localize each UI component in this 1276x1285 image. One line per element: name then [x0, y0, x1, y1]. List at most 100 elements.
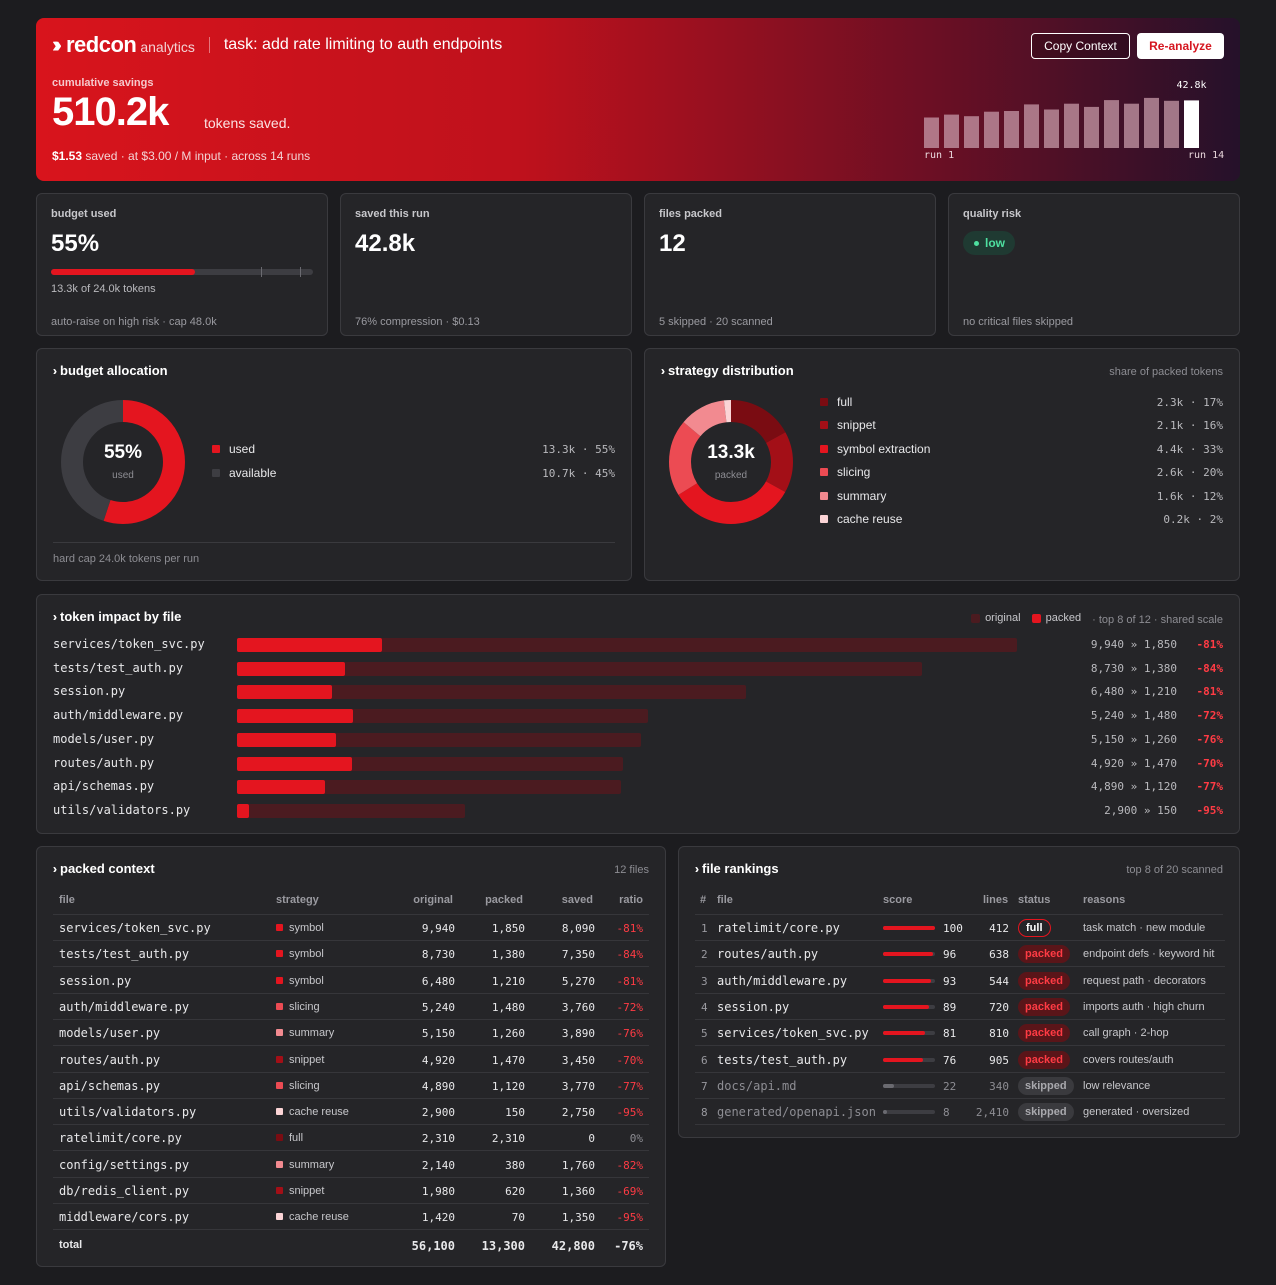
packed-tokens: 1,850	[491, 922, 525, 935]
reasons: task match · new module	[1083, 922, 1206, 934]
table-row[interactable]: 7 docs/api.md 22 340 skipped low relevance	[695, 1073, 1225, 1099]
packed-tokens: 1,210	[491, 974, 525, 988]
file-name[interactable]: db/redis_client.py	[59, 1184, 190, 1198]
column-header[interactable]: packed	[485, 894, 523, 906]
file-name[interactable]: utils/validators.py	[59, 1105, 197, 1120]
stat-foot: 5 skipped · 20 scanned	[659, 316, 773, 328]
column-header[interactable]: status	[1018, 894, 1051, 906]
status-badge: full	[1018, 919, 1051, 937]
impact-packed-bar	[237, 709, 354, 724]
table-row[interactable]: 4 session.py 89 720 packed imports auth · hig…	[695, 994, 1225, 1020]
file-name[interactable]: services/token_svc.py	[717, 1026, 869, 1041]
legend-value: 2.6k · 20%	[1156, 466, 1223, 480]
reanalyze-button[interactable]: Re-analyze	[1137, 33, 1224, 59]
column-header[interactable]: reasons	[1083, 894, 1126, 906]
table-row[interactable]: 8 generated/openapi.json 8 2,410 skipped gene…	[695, 1099, 1225, 1126]
table-row[interactable]: ratelimit/core.py full 2,310 2,310 0 0%	[53, 1125, 649, 1152]
file-name[interactable]: middleware/cors.py	[59, 1210, 190, 1225]
saved-tokens: 1,350	[561, 1211, 595, 1225]
table-row[interactable]: 5 services/token_svc.py 81 810 packed call gr…	[695, 1020, 1225, 1047]
table-row[interactable]: 3 auth/middleware.py 93 544 packed request pa…	[695, 968, 1225, 994]
strategy-donut	[669, 400, 793, 524]
file-name[interactable]: generated/openapi.json	[717, 1105, 876, 1120]
table-row[interactable]: config/settings.py summary 2,140 380 1,760 -8…	[53, 1152, 649, 1178]
table-row[interactable]: session.py symbol 6,480 1,210 5,270 -81%	[53, 968, 649, 994]
saved-tokens: 1,760	[561, 1158, 595, 1172]
column-header[interactable]: score	[883, 894, 913, 906]
table-row[interactable]: routes/auth.py snippet 4,920 1,470 3,450 -70%	[53, 1047, 649, 1073]
file-name[interactable]: services/token_svc.py	[59, 921, 211, 935]
column-header[interactable]: #	[700, 894, 707, 906]
ratio: 0%	[629, 1132, 643, 1146]
legend-item: full	[820, 395, 852, 409]
column-header[interactable]: saved	[561, 894, 593, 906]
impact-packed-bar	[237, 732, 336, 747]
panel-note: share of packed tokens	[1109, 366, 1223, 378]
file-name[interactable]: session.py	[59, 973, 132, 988]
copy-context-button[interactable]: Copy Context	[1031, 33, 1130, 59]
impact-packed-bar	[237, 661, 346, 676]
token-impact-panel: ›››token impact by file original packed …	[36, 594, 1240, 834]
panel-title-text: budget allocation	[60, 363, 168, 378]
table-row[interactable]: middleware/cors.py cache reuse 1,420 70 1,35…	[53, 1204, 649, 1231]
strategy-swatch	[276, 1187, 283, 1194]
file-name[interactable]: docs/api.md	[717, 1078, 797, 1093]
impact-file-name: tests/test_auth.py	[53, 660, 184, 675]
packed-tokens: 1,470	[491, 1053, 525, 1067]
score-fill	[883, 1057, 923, 1062]
table-row[interactable]: 2 routes/auth.py 96 638 packed endpoint defs …	[695, 941, 1225, 968]
column-header[interactable]: strategy	[276, 894, 319, 906]
cumulative-value: 510.2k	[52, 90, 169, 134]
brand-logo-icon: ›››	[52, 32, 62, 57]
ratio: -72%	[616, 1000, 644, 1014]
ratio: -95%	[616, 1211, 644, 1225]
file-name[interactable]: routes/auth.py	[59, 1052, 161, 1067]
table-row[interactable]: auth/middleware.py slicing 5,240 1,480 3,760…	[53, 994, 649, 1020]
file-name[interactable]: ratelimit/core.py	[717, 921, 840, 935]
file-name[interactable]: tests/test_auth.py	[717, 1052, 848, 1067]
score-fill	[883, 926, 935, 930]
status-badge: packed	[1018, 1024, 1070, 1043]
legend-item: available	[212, 466, 276, 480]
saved-tokens: 3,760	[561, 1000, 595, 1014]
panel-note: top 8 of 20 scanned	[1126, 864, 1223, 876]
file-name[interactable]: api/schemas.py	[59, 1078, 161, 1093]
table-row[interactable]: 1 ratelimit/core.py 100 412 full task match ·…	[695, 915, 1225, 941]
original-tokens: 2,140	[421, 1158, 455, 1172]
runs-sparkline: 42.8k	[924, 80, 1207, 148]
saved-this-run-card: saved this run 42.8k 76% compression · $…	[340, 193, 632, 336]
file-name[interactable]: tests/test_auth.py	[59, 947, 190, 962]
table-row[interactable]: 6 tests/test_auth.py 76 905 packed covers rou…	[695, 1047, 1225, 1073]
table-row[interactable]: api/schemas.py slicing 4,890 1,120 3,770 -77%	[53, 1073, 649, 1099]
file-name[interactable]: routes/auth.py	[717, 947, 819, 962]
file-name[interactable]: ratelimit/core.py	[59, 1131, 182, 1146]
strategy-label: cache reuse	[289, 1106, 349, 1119]
table-row[interactable]: utils/validators.py cache reuse 2,900 150 2,…	[53, 1099, 649, 1126]
file-name[interactable]: models/user.py	[59, 1026, 161, 1041]
table-row[interactable]: db/redis_client.py snippet 1,980 620 1,360 -6…	[53, 1178, 649, 1204]
donut-center-sub: packed	[714, 470, 748, 481]
lines: 638	[989, 948, 1009, 962]
cumulative-unit: tokens saved.	[204, 115, 291, 131]
score-fill	[883, 1031, 926, 1036]
score-bar	[883, 926, 935, 930]
table-row[interactable]: services/token_svc.py symbol 9,940 1,850 8,0…	[53, 915, 649, 941]
table-row[interactable]: tests/test_auth.py symbol 8,730 1,380 7,350 -…	[53, 941, 649, 968]
file-name[interactable]: auth/middleware.py	[717, 973, 848, 988]
run-bar	[1104, 100, 1119, 148]
strategy-label: snippet	[289, 1185, 325, 1197]
column-header[interactable]: file	[59, 894, 75, 906]
table-row[interactable]: models/user.py summary 5,150 1,260 3,890 -76%	[53, 1020, 649, 1047]
total-packed: 13,300	[481, 1239, 525, 1253]
file-name[interactable]: config/settings.py	[59, 1157, 190, 1172]
score-bar	[883, 1031, 935, 1036]
strategy-cell: snippet	[276, 1054, 324, 1066]
column-header[interactable]: original	[413, 894, 453, 906]
score-bar	[883, 1083, 935, 1088]
file-name[interactable]: session.py	[717, 999, 790, 1014]
column-header[interactable]: lines	[983, 894, 1009, 906]
column-header[interactable]: ratio	[619, 894, 643, 906]
file-name[interactable]: auth/middleware.py	[59, 999, 190, 1014]
lines: 340	[989, 1079, 1009, 1093]
column-header[interactable]: file	[717, 894, 733, 906]
